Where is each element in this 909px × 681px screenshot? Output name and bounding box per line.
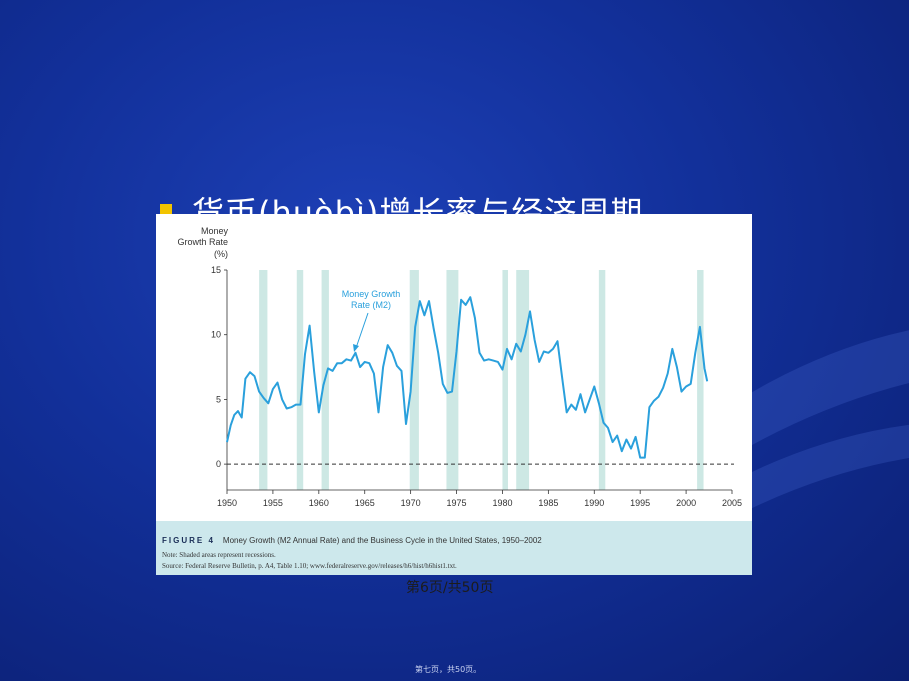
- x-tick-label: 1990: [584, 498, 604, 508]
- caption-band: [156, 521, 752, 575]
- x-tick-label: 1960: [309, 498, 329, 508]
- recession-band: [516, 270, 530, 490]
- figure-caption-text: Money Growth (M2 Annual Rate) and the Bu…: [222, 536, 542, 545]
- figure-source: Source: Federal Reserve Bulletin, p. A4,…: [162, 562, 457, 570]
- annotation-line-1: Money Growth: [342, 289, 401, 299]
- ylabel-line-2: Growth Rate: [177, 237, 228, 247]
- x-tick-label: 1970: [401, 498, 421, 508]
- recession-band: [409, 270, 419, 490]
- x-tick-label: 1975: [447, 498, 467, 508]
- y-ticks: 0 5 10 15: [211, 265, 227, 469]
- figure-caption: FIGURE 4 Money Growth (M2 Annual Rate) an…: [162, 536, 542, 545]
- figure-note: Note: Shaded areas represent recessions.: [162, 551, 276, 559]
- x-tick-label: 2000: [676, 498, 696, 508]
- ylabel-line-1: Money: [201, 226, 229, 236]
- y-tick-label: 10: [211, 330, 221, 340]
- footer-text: 第七页，共50页。: [415, 665, 482, 674]
- x-ticks: 1950 1955 1960 1965 1970 1975 1980 1985 1990 1995…: [217, 490, 742, 508]
- x-tick-label: 1955: [263, 498, 283, 508]
- y-tick-label: 0: [216, 459, 221, 469]
- y-tick-label: 15: [211, 265, 221, 275]
- recession-band: [502, 270, 508, 490]
- bullet-square-icon: [160, 204, 172, 216]
- recession-band: [259, 270, 268, 490]
- recession-band: [598, 270, 606, 490]
- ylabel-line-3: (%): [214, 249, 228, 259]
- m2-growth-line: [226, 296, 709, 459]
- figure-number: FIGURE 4: [162, 536, 215, 545]
- x-tick-label: 1995: [630, 498, 650, 508]
- y-tick-label: 5: [216, 394, 221, 404]
- x-tick-label: 2005: [722, 498, 742, 508]
- page-number: 第6页/共50页: [406, 580, 494, 596]
- x-tick-label: 1950: [217, 498, 237, 508]
- x-tick-label: 1985: [538, 498, 558, 508]
- recession-band: [296, 270, 304, 490]
- recession-band: [697, 270, 704, 490]
- x-tick-label: 1980: [492, 498, 512, 508]
- annotation-line-2: Rate (M2): [351, 300, 391, 310]
- annotation-arrow: [355, 312, 369, 349]
- x-tick-label: 1965: [355, 498, 375, 508]
- figure-panel: 0 5 10 15 1950 1955 1960 1965 1970 1975 1980 1985 1…: [156, 214, 752, 575]
- annotation-arrowhead: [353, 344, 359, 352]
